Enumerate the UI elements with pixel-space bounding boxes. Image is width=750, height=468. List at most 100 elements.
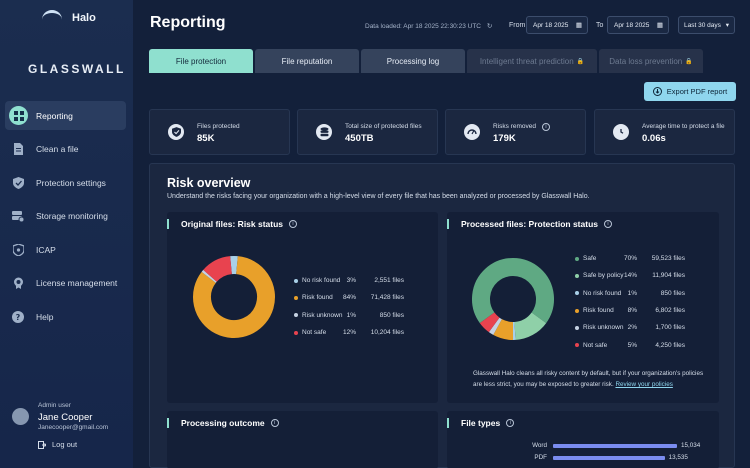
svg-text:?: ? (16, 313, 21, 322)
card-title: Processed files: Protection status i (447, 219, 612, 229)
export-pdf-button[interactable]: Export PDF report (644, 82, 736, 101)
card-title: Processing outcome i (167, 418, 279, 428)
legend-item: Risk found 84% 71,428 files (294, 289, 412, 306)
shield-icon (11, 243, 25, 257)
brand-name: Halo (72, 12, 96, 24)
policy-note-text: Glasswall Halo cleans all risky content … (473, 370, 704, 388)
sidebar-item-icap[interactable]: ICAP (5, 235, 126, 264)
data-loaded-text: Data loaded: Apr 18 2025 22:30:23 UTC ↻ (365, 22, 492, 30)
legend-name: Safe by policy (583, 272, 624, 280)
legend-name: Not safe (583, 341, 608, 349)
glasswall-logo: GLASSWALL (28, 62, 126, 76)
page-title: Reporting (150, 14, 226, 31)
donut-slice-not-safe (203, 256, 233, 283)
legend-dot (575, 325, 579, 330)
stat-label: Risks removed i (493, 123, 550, 131)
legend-files: 850 files (379, 311, 404, 319)
sidebar-item-label: ICAP (36, 244, 56, 255)
sidebar-item-label: Help (36, 311, 54, 322)
brand: Halo (40, 8, 96, 28)
stat-risks-removed: Risks removed i 179K (445, 109, 586, 155)
processing-outcome-card: Processing outcome i (167, 411, 438, 468)
donut-slice-safe (472, 258, 554, 324)
legend-files: 71,428 files (370, 294, 404, 302)
card-title-text: Processed files: Protection status (461, 219, 598, 229)
file-types-card: File types i Word 15,034 PDF 13,535 (447, 411, 719, 468)
date-range-value: Last 30 days (684, 21, 721, 29)
legend-name: Risk found (583, 307, 614, 315)
sidebar-item-protection-settings[interactable]: Protection settings (5, 168, 126, 197)
document-icon (11, 142, 25, 156)
legend-percent: 1% (627, 289, 637, 297)
card-title: File types i (447, 418, 515, 428)
info-icon[interactable]: i (541, 123, 550, 131)
stat-average-time: Average time to protect a file 0.06s (594, 109, 735, 155)
legend-files: 11,904 files (652, 272, 685, 280)
tab-label: Intelligent threat prediction (479, 56, 574, 66)
tab-processing-log[interactable]: Processing log (361, 49, 465, 73)
legend-percent: 14% (623, 272, 637, 280)
sidebar-item-clean-a-file[interactable]: Clean a file (5, 135, 126, 164)
legend-dot (294, 313, 298, 318)
legend-files: 1,700 files (655, 324, 685, 332)
sidebar-item-storage-monitoring[interactable]: Storage monitoring (5, 202, 126, 231)
logout-label: Log out (52, 440, 78, 449)
file-type-label: Word (532, 442, 547, 449)
info-icon[interactable]: i (289, 220, 298, 228)
tab-file-protection[interactable]: File protection (149, 49, 253, 73)
refresh-icon[interactable]: ↻ (486, 23, 493, 30)
legend-dot (575, 308, 579, 313)
badge-icon (11, 276, 25, 290)
legend-dot (575, 256, 579, 261)
legend-name: Safe (583, 255, 597, 263)
sidebar-item-reporting[interactable]: Reporting (5, 101, 126, 130)
sidebar-item-label: Storage monitoring (36, 211, 108, 221)
legend-percent: 70% (623, 255, 637, 263)
legend-name: Risk unknown (583, 324, 624, 332)
card-title-text: Processing outcome (181, 418, 265, 428)
legend-files: 59,523 files (651, 255, 685, 263)
logout-button[interactable]: Log out (38, 440, 77, 449)
donut-slice-safe-by-policy (513, 312, 547, 340)
sidebar-item-license-management[interactable]: License management (5, 269, 126, 298)
legend-item: Safe 70% 59,523 files (575, 250, 693, 267)
review-policies-link[interactable]: Review your policies (615, 381, 673, 388)
from-date-input[interactable]: Apr 18 2025 ▦ (526, 16, 588, 34)
file-type-label: PDF (534, 454, 547, 461)
file-type-bar (553, 444, 677, 448)
to-label: To (596, 22, 604, 29)
info-icon[interactable]: i (506, 419, 515, 427)
processed-files-donut (472, 258, 554, 340)
legend-item: Safe by policy 14% 11,904 files (575, 267, 693, 284)
legend-files: 6,802 files (655, 307, 685, 315)
legend-dot (575, 343, 579, 348)
sidebar-item-label: Protection settings (36, 177, 106, 188)
sidebar-item-label: Clean a file (36, 144, 79, 154)
to-date-input[interactable]: Apr 18 2025 ▦ (607, 16, 669, 34)
chevron-down-icon: ▾ (725, 22, 729, 29)
grid-icon (9, 106, 28, 125)
stat-files-protected: Files protected 85K (149, 109, 290, 155)
file-type-value: 15,034 (681, 442, 701, 449)
gauge-icon (464, 124, 480, 140)
file-type-bar (553, 456, 665, 460)
lock-icon: 🔒 (685, 58, 693, 65)
donut-slice-risk-unknown (201, 269, 217, 283)
sidebar-item-help[interactable]: ? Help (5, 302, 126, 331)
info-icon[interactable]: i (270, 419, 279, 427)
database-icon (316, 124, 332, 140)
sidebar-item-label: License management (36, 278, 118, 288)
legend-item: Risk unknown 2% 1,700 files (575, 319, 693, 336)
policy-note: Glasswall Halo cleans all risky content … (473, 368, 713, 390)
donut-slice-risk-found (493, 318, 514, 340)
sidebar-item-label: Reporting (36, 110, 73, 121)
date-range-select[interactable]: Last 30 days ▾ (678, 16, 735, 34)
stat-total-size: Total size of protected files 450TB (297, 109, 438, 155)
legend-name: Risk unknown (302, 311, 343, 319)
legend-dot (294, 330, 298, 335)
legend-item: Risk unknown 1% 850 files (294, 307, 412, 324)
original-files-donut (193, 256, 275, 338)
tab-file-reputation[interactable]: File reputation (255, 49, 359, 73)
legend-percent: 8% (627, 307, 637, 315)
info-icon[interactable]: i (604, 220, 612, 228)
